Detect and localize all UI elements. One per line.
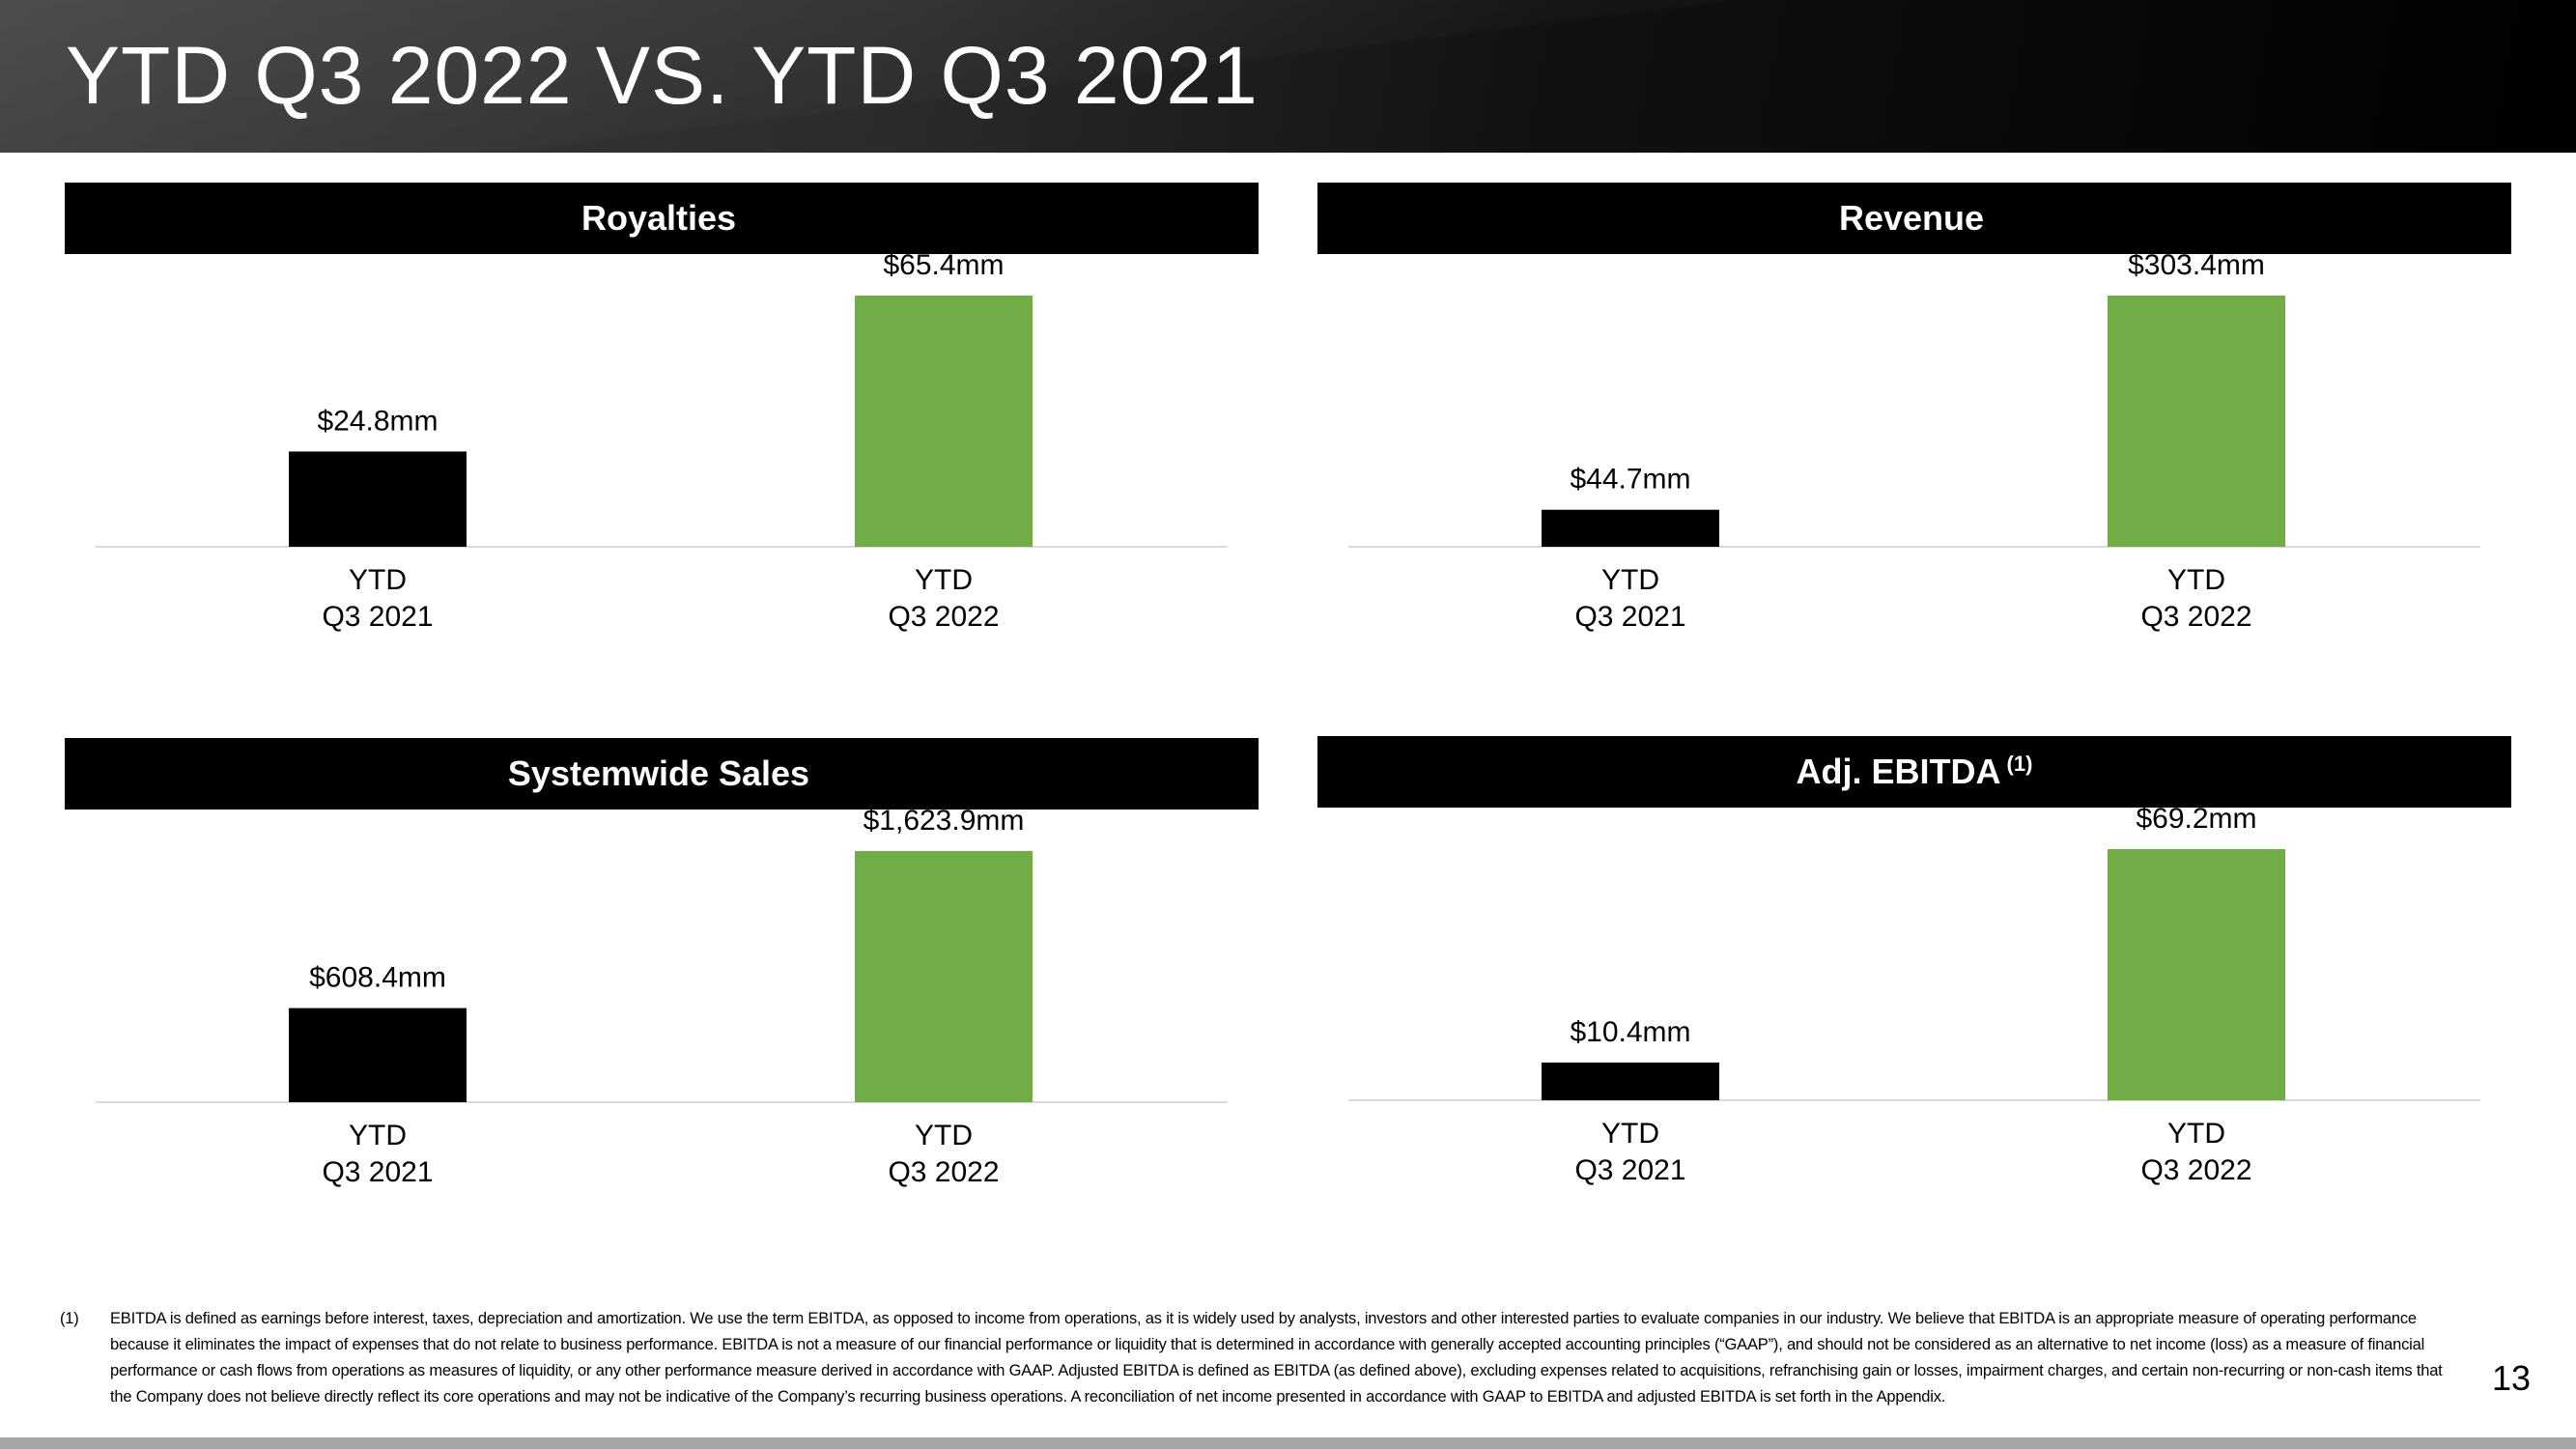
adj-ebitda-value-label-2021: $10.4mm <box>1570 1016 1690 1048</box>
adj-ebitda-chart-plot: $10.4mm YTD Q3 2021 $69.2mm YTD Q3 2022 <box>1348 808 2480 1186</box>
royalties-bar-2022 <box>855 296 1033 547</box>
systemwide-sales-bar-2021 <box>289 1008 467 1102</box>
revenue-chart: Revenue $44.7mm YTD Q3 2021 $303.4mm YTD Q3 2… <box>1317 183 2511 724</box>
systemwide-sales-bar-2022 <box>855 851 1033 1102</box>
adj-ebitda-tick-label-2021-line-1: YTD <box>1601 1118 1659 1150</box>
systemwide-sales-chart-plot: $608.4mm YTD Q3 2021 $1,623.9mm YTD Q3 2022 <box>96 810 1228 1188</box>
slide-header: YTD Q3 2022 VS. YTD Q3 2021 <box>0 0 2576 153</box>
adj-ebitda-tick-label-2022-line-2: Q3 2022 <box>2140 1154 2251 1186</box>
royalties-tick-label-2021-line-2: Q3 2021 <box>322 601 433 633</box>
systemwide-sales-value-label-2022: $1,623.9mm <box>863 810 1025 837</box>
adj-ebitda-tick-label-2021-line-2: Q3 2021 <box>1574 1154 1685 1186</box>
revenue-bar-2022 <box>2108 296 2285 547</box>
royalties-chart-plot: $24.8mm YTD Q3 2021 $65.4mm YTD Q3 2022 <box>96 254 1228 633</box>
systemwide-sales-value-label-2021: $608.4mm <box>309 962 446 994</box>
systemwide-sales-chart-title: Systemwide Sales <box>65 738 1259 810</box>
royalties-tick-label-2022-line-2: Q3 2022 <box>888 601 999 633</box>
revenue-tick-label-2021-line-2: Q3 2021 <box>1574 601 1685 633</box>
royalties-tick-label-2021-line-1: YTD <box>349 564 407 596</box>
systemwide-sales-chart: Systemwide Sales $608.4mm YTD Q3 2021 $1,62… <box>65 738 1259 1279</box>
royalties-chart: Royalties $24.8mm YTD Q3 2021 $65.4mm YTD Q3 … <box>65 183 1259 724</box>
bottom-bar <box>0 1437 2576 1449</box>
royalties-tick-label-2022-line-1: YTD <box>915 564 973 596</box>
header-sheen <box>0 0 2576 153</box>
systemwide-sales-tick-label-2021-line-2: Q3 2021 <box>322 1156 433 1188</box>
revenue-tick-label-2021-line-1: YTD <box>1601 564 1659 596</box>
adj-ebitda-bar-2021 <box>1542 1062 1719 1100</box>
footnote-marker: (1) <box>60 1310 79 1327</box>
page-number: 13 <box>2492 1358 2532 1398</box>
systemwide-sales-tick-label-2022-line-1: YTD <box>915 1120 973 1151</box>
slide-title: YTD Q3 2022 VS. YTD Q3 2021 <box>66 30 1259 121</box>
adj-ebitda-tick-label-2022-line-1: YTD <box>2167 1118 2225 1150</box>
revenue-value-label-2021: $44.7mm <box>1570 464 1690 496</box>
adj-ebitda-value-label-2022: $69.2mm <box>2136 808 2256 835</box>
systemwide-sales-tick-label-2022-line-2: Q3 2022 <box>888 1156 999 1188</box>
revenue-bar-2021 <box>1542 509 1719 547</box>
revenue-tick-label-2022-line-1: YTD <box>2167 564 2225 596</box>
footnote: (1) EBITDA is defined as earnings before… <box>60 1306 2455 1410</box>
footnote-text: EBITDA is defined as earnings before int… <box>110 1310 2443 1406</box>
royalties-value-label-2022: $65.4mm <box>883 254 1004 281</box>
royalties-chart-title: Royalties <box>65 183 1259 254</box>
royalties-bar-2021 <box>289 451 467 547</box>
revenue-chart-title: Revenue <box>1317 183 2511 254</box>
revenue-value-label-2022: $303.4mm <box>2128 254 2265 281</box>
revenue-tick-label-2022-line-2: Q3 2022 <box>2140 601 2251 633</box>
systemwide-sales-tick-label-2021-line-1: YTD <box>349 1120 407 1151</box>
adj-ebitda-chart: Adj. EBITDA (1) $10.4mm YTD Q3 2021 $69.2mm Y… <box>1317 736 2511 1277</box>
revenue-chart-plot: $44.7mm YTD Q3 2021 $303.4mm YTD Q3 2022 <box>1348 254 2480 633</box>
adj-ebitda-chart-title: Adj. EBITDA (1) <box>1317 736 2511 808</box>
adj-ebitda-bar-2022 <box>2108 849 2285 1100</box>
royalties-value-label-2021: $24.8mm <box>317 405 438 437</box>
